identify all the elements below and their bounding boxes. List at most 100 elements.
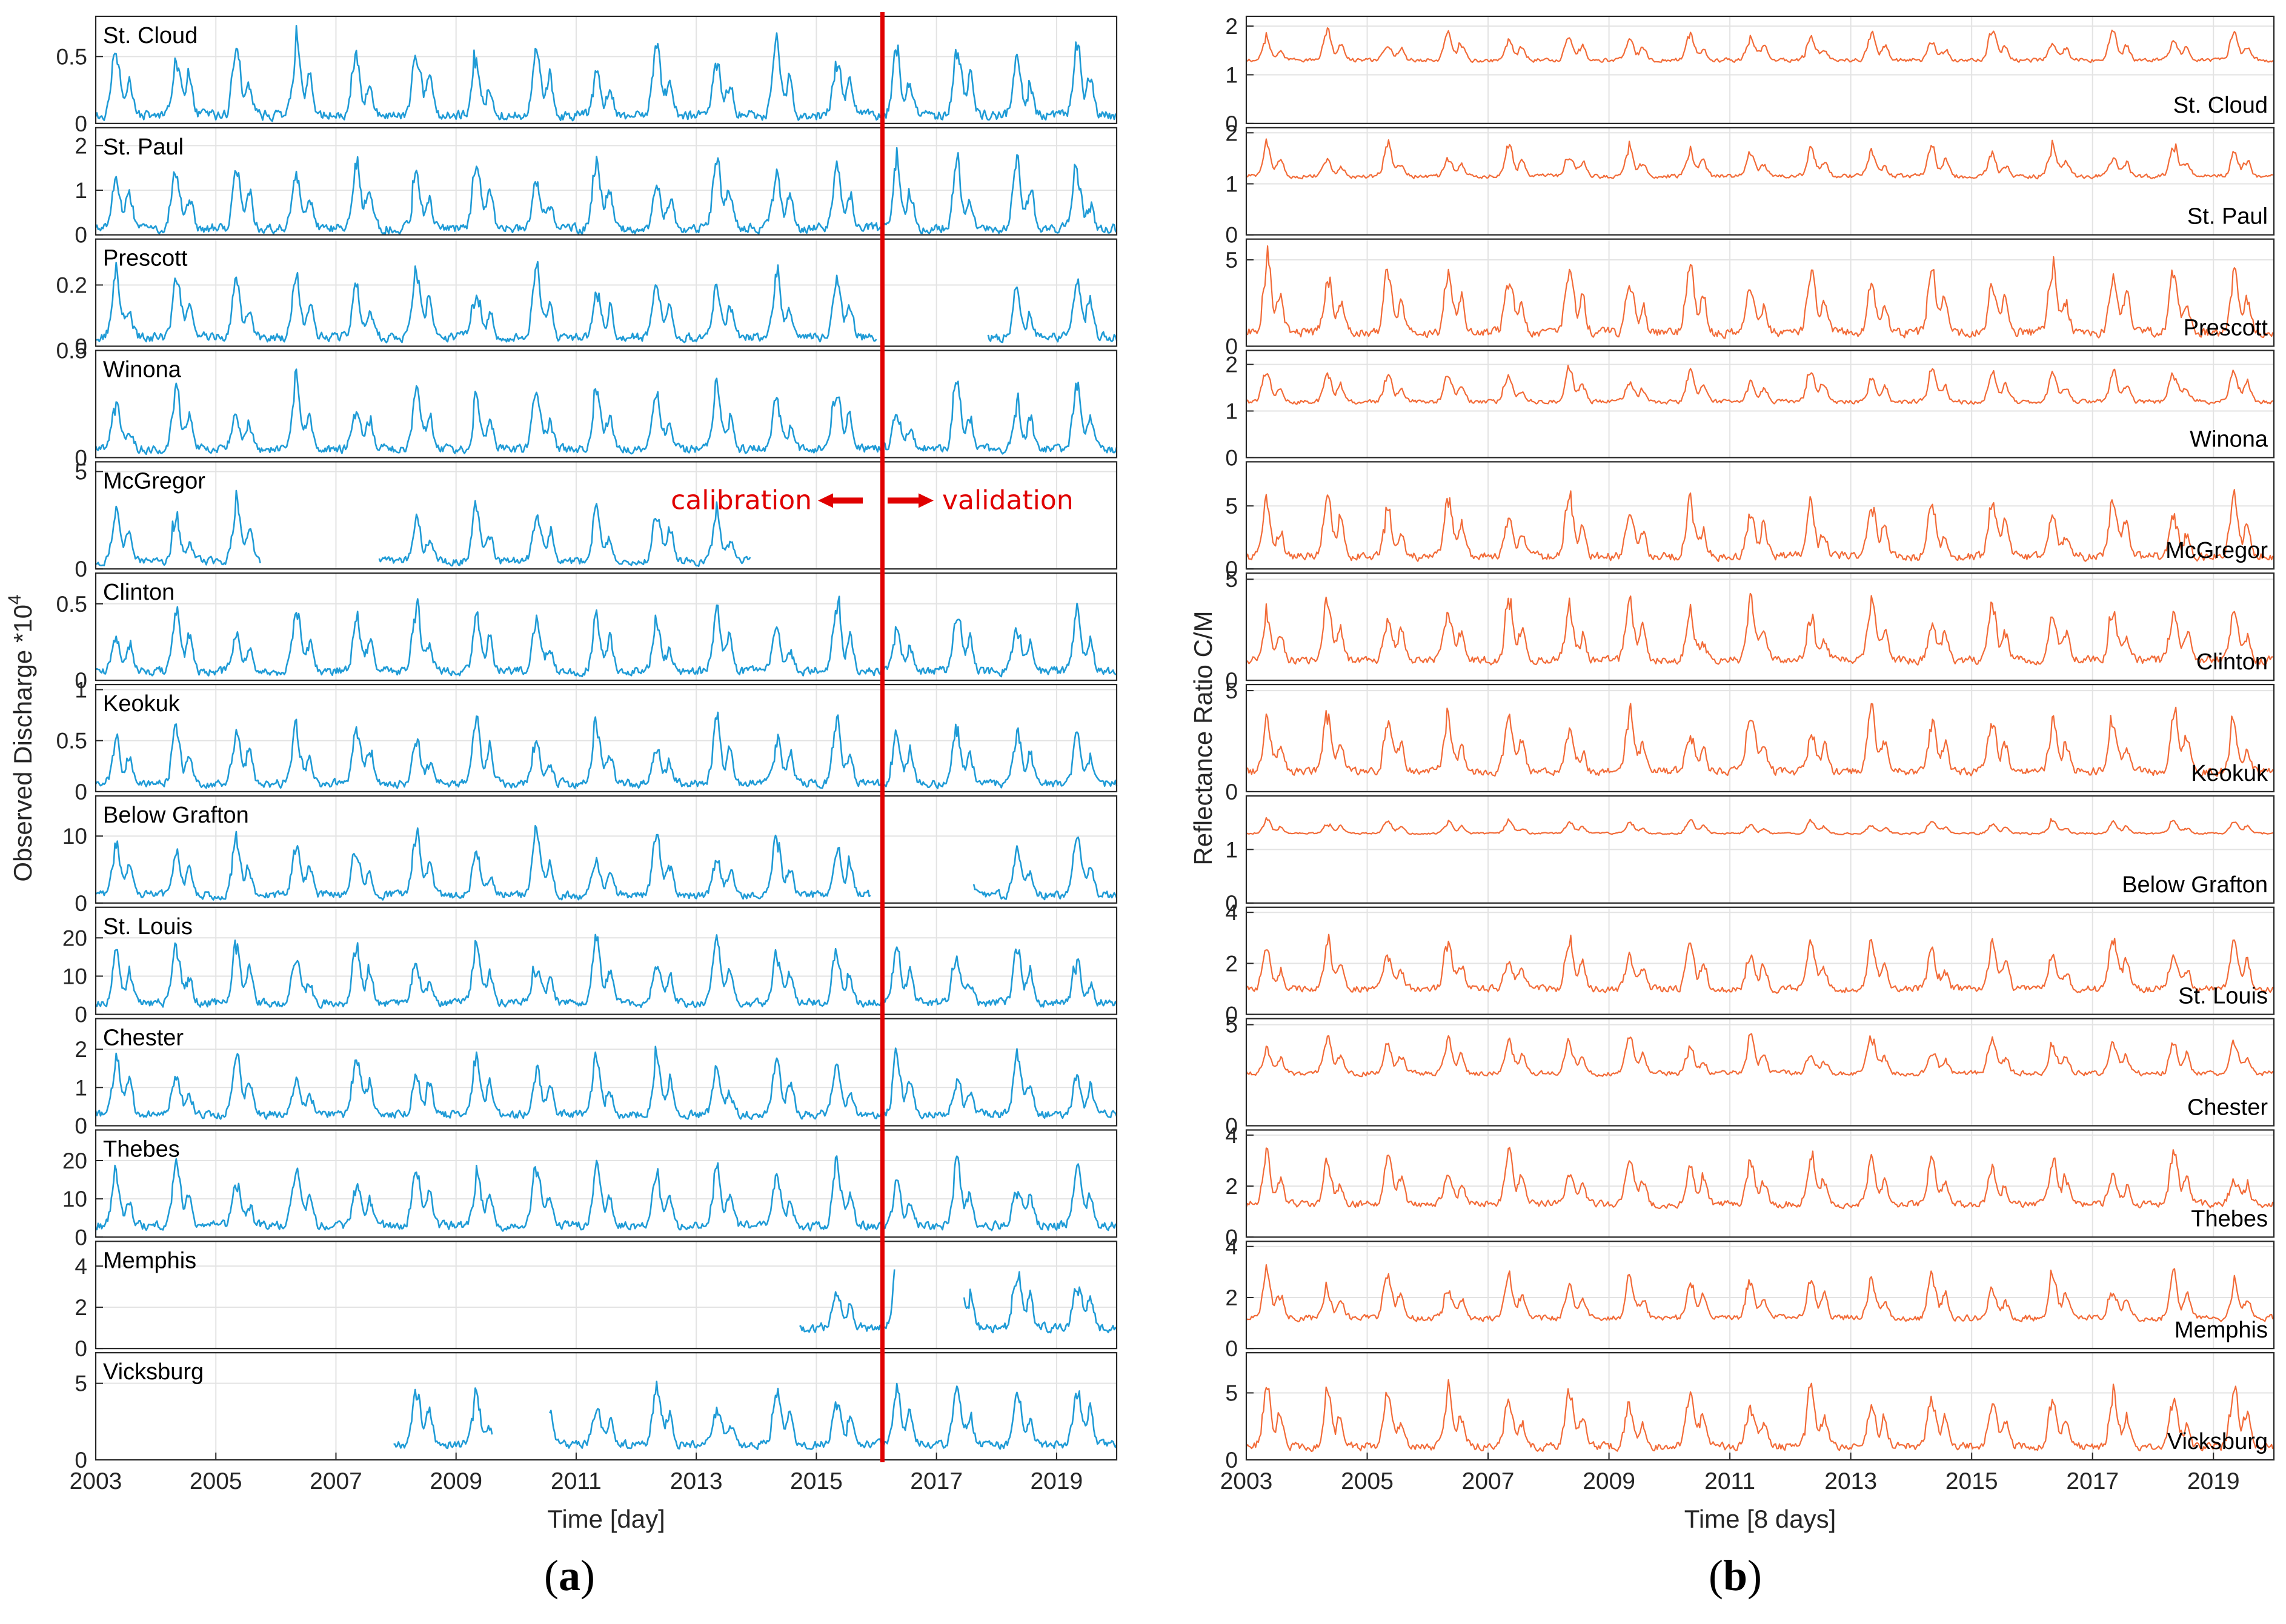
y-tick-label: 2 [1225, 353, 1238, 377]
subplot-b-keokuk: 0 5 Keokuk [1225, 678, 2275, 804]
plot-area [1246, 1353, 2274, 1460]
y-tick-label: 2 [75, 133, 87, 158]
y-tick-label: 5 [1225, 494, 1238, 519]
y-tick-label: 0 [1225, 1448, 1238, 1473]
panel-b-letter: b [1723, 1551, 1748, 1600]
subplot-frame [1245, 906, 2275, 1015]
series-line-vicksburg [393, 1380, 1118, 1450]
subplot-b-vicksburg: 0 5 Vicksburg 2003 2005 2007 2009 2011 2013 2015 2… [1220, 1352, 2275, 1494]
plot-area [96, 239, 1117, 346]
series-line-prescott [95, 260, 1118, 343]
y-tick-label: 0 [75, 111, 87, 136]
y-tick-label: 0 [75, 557, 87, 582]
y-tick-label: 0 [75, 334, 87, 359]
plot-area [96, 1130, 1117, 1238]
plot-area [1246, 1018, 2274, 1126]
x-tick-label: 2007 [1462, 1468, 1515, 1494]
station-label-thebes: Thebes [2191, 1206, 2268, 1231]
series-line-chester [95, 1046, 1118, 1120]
y-tick-label: 0 [75, 223, 87, 248]
y-tick-label: 0 [1225, 1225, 1238, 1250]
subplot-a-thebes: 0 10 20 Thebes [62, 1129, 1118, 1250]
series-line-st-paul [1246, 138, 2273, 180]
y-tick-label: 0 [75, 1003, 87, 1027]
series-line-clinton [95, 595, 1117, 678]
y-tick-label: 0 [1225, 223, 1238, 248]
station-label-prescott: Prescott [2184, 316, 2268, 341]
y-tick-label: 0 [1225, 780, 1238, 804]
series-line-vicksburg [1246, 1379, 2274, 1452]
x-tick-label: 2017 [910, 1468, 963, 1494]
station-label-mcgregor: McGregor [103, 468, 205, 494]
y-axis-label: Reflectance Ratio C/M [1189, 611, 1217, 865]
subplot-frame [1245, 127, 2275, 236]
station-label-mcgregor: McGregor [2165, 538, 2268, 563]
plot-area [96, 1018, 1117, 1126]
subplot-b-st-paul: 0 1 2 St. Paul [1225, 121, 2275, 248]
plot-area [96, 16, 1117, 124]
y-tick-label: 2 [1225, 951, 1238, 976]
plot-area [1246, 1130, 2274, 1238]
plot-area [96, 1353, 1117, 1460]
subplot-frame [1245, 1129, 2275, 1238]
x-tick-label: 2015 [790, 1468, 843, 1494]
station-label-st-louis: St. Louis [2178, 984, 2268, 1009]
station-label-thebes: Thebes [103, 1136, 180, 1162]
subplot-a-st-cloud: 0 0.5 St. Cloud [56, 15, 1118, 136]
plot-area [96, 907, 1117, 1015]
x-tick-label: 2009 [1583, 1468, 1635, 1494]
station-label-winona: Winona [103, 357, 182, 383]
plot-area [1246, 127, 2274, 235]
y-tick-label: 4 [1225, 900, 1238, 925]
subplot-frame [95, 238, 1118, 347]
subplot-frame [1245, 572, 2275, 681]
plot-area [96, 1241, 1117, 1349]
station-label-st-louis: St. Louis [103, 914, 193, 940]
y-tick-label: 1 [1225, 62, 1238, 87]
series-line-mcgregor [95, 489, 751, 567]
subplot-a-clinton: 0 0.5 Clinton [56, 572, 1118, 693]
series-line-st-louis [95, 933, 1118, 1009]
y-tick-label: 4 [75, 1254, 87, 1279]
y-tick-label: 0 [1225, 445, 1238, 470]
plot-area [1246, 684, 2274, 792]
x-tick-label: 2013 [670, 1468, 723, 1494]
station-label-st-paul: St. Paul [2187, 204, 2268, 230]
y-tick-label: 2 [1225, 121, 1238, 145]
station-label-st-cloud: St. Cloud [2173, 93, 2268, 118]
series-line-chester [1246, 1033, 2274, 1078]
y-tick-label: 0 [1225, 557, 1238, 582]
y-tick-label: 0 [1225, 1113, 1238, 1138]
y-tick-label: 0 [75, 668, 87, 693]
station-label-st-cloud: St. Cloud [103, 23, 198, 48]
subplot-a-chester: 0 1 2 Chester [75, 1018, 1118, 1138]
series-line-keokuk [1246, 703, 2274, 777]
series-line-mcgregor [1245, 489, 2274, 562]
subplot-b-st-louis: 0 2 4 St. Louis [1225, 900, 2275, 1027]
subplot-frame [95, 1352, 1118, 1461]
y-tick-label: 0 [75, 1225, 87, 1250]
station-label-clinton: Clinton [2196, 649, 2268, 675]
y-tick-label: 2 [1225, 1285, 1238, 1310]
x-tick-label: 2003 [1220, 1468, 1273, 1494]
subplot-frame [95, 795, 1118, 904]
x-tick-label: 2003 [70, 1468, 122, 1494]
y-axis-label-exponent: 4 [5, 594, 25, 605]
y-tick-label: 0 [1225, 1336, 1238, 1361]
subplot-frame [1245, 350, 2275, 459]
x-axis-label: Time [8 days] [1684, 1505, 1836, 1533]
subplot-b-prescott: 0 5 Prescott [1225, 238, 2275, 359]
plot-area [96, 573, 1117, 681]
series-line-thebes [95, 1155, 1117, 1232]
calibration-arrow-icon [818, 493, 863, 508]
y-tick-label: 10 [62, 964, 87, 989]
x-tick-label: 2017 [2066, 1468, 2119, 1494]
plot-area [1246, 462, 2274, 569]
series-line-st-cloud [1246, 27, 2274, 64]
station-label-below-grafton: Below Grafton [103, 803, 249, 828]
x-axis-label: Time [day] [547, 1505, 665, 1533]
y-tick-label: 1 [1225, 837, 1238, 862]
plot-area [1246, 350, 2274, 458]
